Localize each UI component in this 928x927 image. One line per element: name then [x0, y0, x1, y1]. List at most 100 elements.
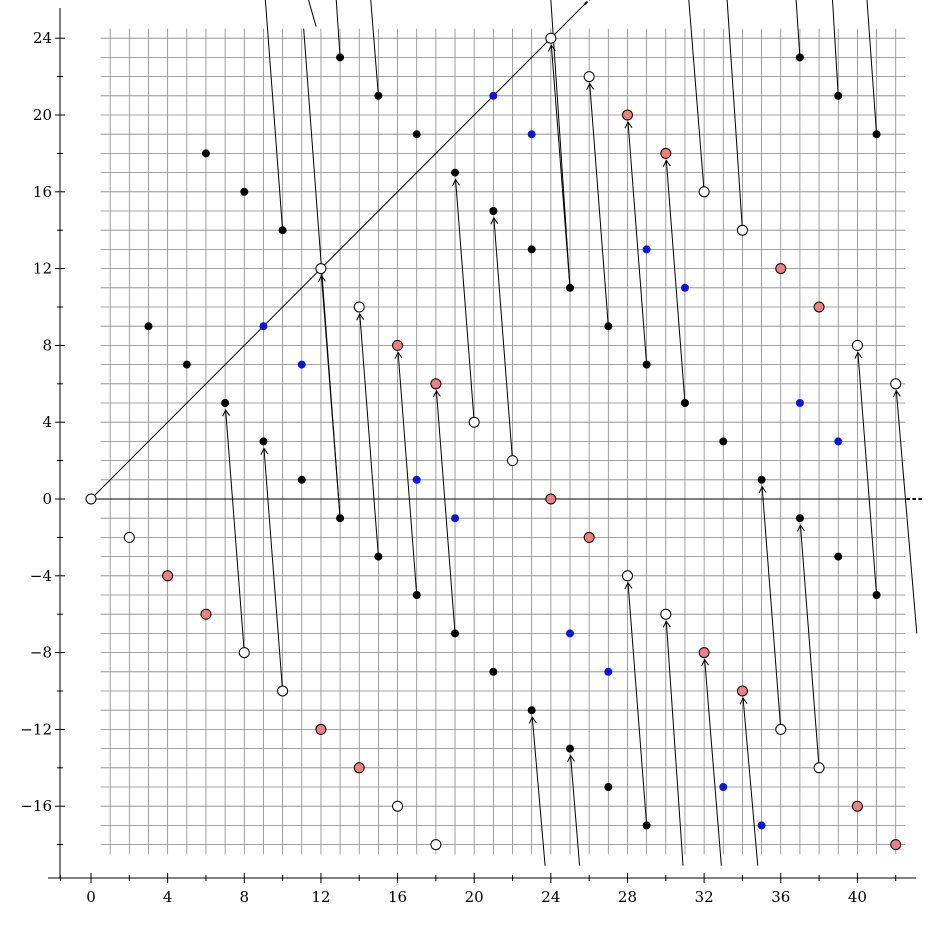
- connector-line: [264, 0, 284, 231]
- arrow-shaft: [589, 83, 609, 327]
- data-point-blue-filled: [451, 514, 460, 523]
- data-point-white-outlined: [660, 608, 672, 620]
- data-point-white-outlined: [468, 416, 480, 428]
- data-point-black-filled: [527, 706, 536, 715]
- data-point-salmon-outlined: [890, 839, 902, 851]
- data-point-black-filled: [240, 187, 249, 196]
- data-point-blue-filled: [527, 130, 536, 139]
- arrow-shaft: [570, 755, 581, 866]
- tick-labels: 0 4 8 12 16 20 24 28 32 36 40 −16 −12 −8 −4 0 4 8 12 16 20 24: [20, 29, 867, 906]
- arrows: [222, 0, 918, 866]
- data-point-white-outlined: [621, 570, 633, 582]
- connector-line: [832, 0, 839, 96]
- arrow-shaft: [455, 179, 475, 423]
- arrow-shaft: [895, 390, 918, 634]
- arrow-shaft: [550, 45, 571, 288]
- arrow-head: [260, 447, 269, 455]
- arrow-head: [586, 82, 595, 91]
- data-point-white-outlined: [545, 32, 557, 44]
- arrow-head: [567, 754, 575, 763]
- data-point-black-filled: [642, 821, 651, 830]
- data-point-white-outlined: [123, 531, 135, 543]
- data-point-salmon-outlined: [430, 378, 442, 390]
- data-point-salmon-outlined: [851, 800, 863, 812]
- data-point-black-filled: [604, 322, 613, 331]
- data-point-white-outlined: [890, 378, 902, 390]
- arrow-head: [892, 389, 901, 398]
- arrow-head: [547, 44, 556, 52]
- data-point-white-outlined: [813, 762, 825, 774]
- arrow-head: [739, 696, 748, 705]
- x-tick-label: 36: [771, 888, 790, 906]
- y-tick-label: −12: [20, 720, 52, 738]
- data-point-white-outlined: [353, 301, 365, 313]
- data-point-blue-filled: [259, 322, 268, 331]
- y-tick-label: 16: [33, 183, 52, 201]
- x-tick-label: 24: [541, 888, 560, 906]
- x-tick-label: 8: [240, 888, 250, 906]
- connector-line: [688, 0, 705, 192]
- data-point-black-filled: [412, 130, 421, 139]
- arrow-head: [662, 159, 671, 167]
- data-point-blue-filled: [795, 399, 804, 407]
- data-point-black-filled: [201, 149, 210, 158]
- data-point-black-filled: [221, 399, 230, 407]
- data-point-salmon-outlined: [775, 263, 787, 275]
- data-point-black-filled: [374, 91, 383, 100]
- data-point-black-filled: [680, 399, 689, 407]
- reference-lines: [90, 0, 924, 500]
- data-point-blue-filled: [757, 821, 766, 830]
- y-tick-label: 4: [42, 413, 52, 431]
- data-point-black-filled: [489, 667, 498, 676]
- arrow-head: [701, 658, 710, 667]
- arrow-shaft: [761, 486, 782, 730]
- y-tick-label: 24: [33, 29, 52, 47]
- data-point-salmon-outlined: [660, 147, 672, 159]
- arrow-shaft: [359, 313, 379, 557]
- arrow-head: [624, 120, 633, 129]
- connector-line: [726, 0, 743, 231]
- data-points: [85, 32, 902, 851]
- arrow-shaft: [493, 217, 514, 461]
- data-point-blue-filled: [412, 475, 421, 484]
- arrow-shaft: [320, 275, 341, 519]
- data-point-black-filled: [336, 514, 345, 523]
- data-point-salmon-outlined: [813, 301, 825, 313]
- arrow-head: [317, 274, 326, 283]
- arrow-shaft: [435, 390, 456, 634]
- data-point-white-outlined: [85, 493, 97, 505]
- x-tick-label: 28: [618, 888, 637, 906]
- arrow-head: [452, 178, 460, 187]
- y-tick-label: 12: [33, 260, 52, 278]
- data-point-black-filled: [374, 552, 383, 561]
- arrow-head: [490, 216, 499, 225]
- data-point-black-filled: [527, 245, 536, 254]
- y-tick-label: 20: [33, 106, 52, 124]
- data-point-black-filled: [872, 591, 881, 599]
- data-point-black-filled: [757, 475, 766, 484]
- data-point-black-filled: [795, 514, 804, 523]
- data-point-salmon-outlined: [545, 493, 557, 505]
- x-tick-label: 12: [311, 888, 330, 906]
- data-point-white-outlined: [277, 685, 289, 697]
- data-point-black-filled: [451, 168, 460, 177]
- data-point-white-outlined: [775, 723, 787, 735]
- arrow-head: [854, 351, 863, 359]
- data-point-salmon-outlined: [353, 762, 365, 774]
- connector-line: [866, 0, 878, 135]
- arrow-head: [528, 716, 537, 724]
- data-point-salmon-outlined: [621, 109, 633, 121]
- data-point-black-filled: [412, 591, 421, 599]
- x-tick-label: 4: [163, 888, 173, 906]
- arrow-shaft: [742, 697, 759, 866]
- arrow-head: [222, 408, 231, 417]
- data-point-black-filled: [642, 360, 651, 369]
- data-point-white-outlined: [430, 839, 442, 851]
- diagonal-line-dotted: [584, 0, 591, 5]
- data-point-black-filled: [489, 207, 498, 215]
- data-point-blue-filled: [642, 245, 651, 254]
- data-point-black-filled: [182, 360, 191, 369]
- arrow-head: [662, 620, 671, 628]
- x-tick-label: 32: [695, 888, 714, 906]
